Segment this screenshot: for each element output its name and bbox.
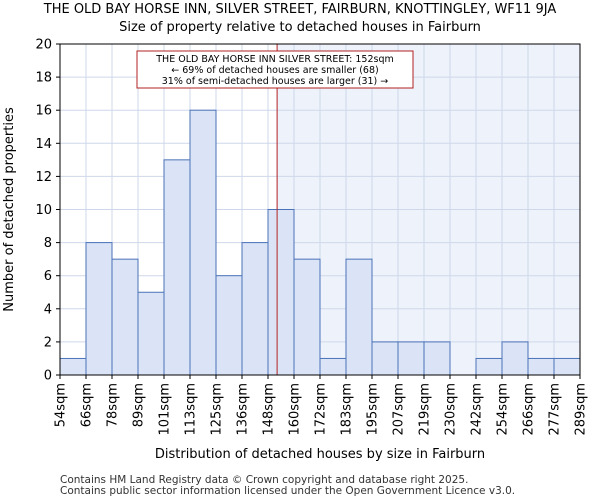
x-tick-label: 195sqm bbox=[366, 383, 381, 436]
x-tick-label: 89sqm bbox=[132, 383, 147, 427]
footer-line-2: Contains public sector information licen… bbox=[60, 485, 516, 497]
x-tick-label: 219sqm bbox=[418, 383, 433, 436]
chart-subtitle: Size of property relative to detached ho… bbox=[119, 20, 481, 35]
x-tick-label: 54sqm bbox=[54, 383, 69, 427]
x-tick-label: 254sqm bbox=[496, 383, 511, 436]
bar bbox=[137, 291, 165, 376]
y-tick-label: 14 bbox=[35, 137, 52, 152]
bar bbox=[293, 258, 321, 376]
x-tick-label: 172sqm bbox=[314, 383, 329, 436]
bar bbox=[85, 242, 113, 376]
bar bbox=[59, 357, 87, 376]
bar bbox=[111, 258, 139, 376]
y-tick-label: 4 bbox=[44, 302, 52, 317]
x-tick-label: 289sqm bbox=[574, 383, 589, 436]
x-tick-label: 101sqm bbox=[158, 383, 173, 436]
x-tick-label: 160sqm bbox=[288, 383, 303, 436]
x-tick-label: 242sqm bbox=[470, 383, 485, 436]
x-tick-label: 148sqm bbox=[262, 383, 277, 436]
annotation-line: 31% of semi-detached houses are larger (… bbox=[162, 76, 389, 87]
y-tick-label: 2 bbox=[44, 335, 52, 350]
bar bbox=[475, 357, 503, 376]
y-tick-label: 8 bbox=[44, 236, 52, 251]
bar bbox=[241, 242, 269, 376]
bar bbox=[553, 357, 581, 376]
x-axis-label: Distribution of detached houses by size … bbox=[155, 447, 485, 462]
x-tick-label: 136sqm bbox=[236, 383, 251, 436]
bar bbox=[267, 209, 295, 376]
x-tick-label: 183sqm bbox=[340, 383, 355, 436]
bar bbox=[319, 357, 347, 376]
bar bbox=[163, 159, 191, 376]
x-tick-label: 78sqm bbox=[106, 383, 121, 427]
y-tick-label: 18 bbox=[35, 71, 52, 86]
y-tick-label: 0 bbox=[44, 369, 52, 384]
annotation-line: ← 69% of detached houses are smaller (68… bbox=[171, 65, 378, 76]
bar bbox=[371, 341, 399, 376]
chart-title: THE OLD BAY HORSE INN, SILVER STREET, FA… bbox=[43, 2, 557, 17]
bar bbox=[189, 109, 217, 376]
bar bbox=[423, 341, 451, 376]
bar bbox=[397, 341, 425, 376]
x-tick-label: 266sqm bbox=[522, 383, 537, 436]
bar bbox=[501, 341, 529, 376]
x-tick-label: 230sqm bbox=[444, 383, 459, 436]
x-tick-label: 277sqm bbox=[548, 383, 563, 436]
y-tick-label: 6 bbox=[44, 269, 52, 284]
y-tick-label: 12 bbox=[35, 170, 52, 185]
bar bbox=[215, 275, 243, 376]
x-tick-label: 66sqm bbox=[80, 383, 95, 427]
y-tick-label: 20 bbox=[35, 38, 52, 53]
y-tick-label: 16 bbox=[35, 104, 52, 119]
x-tick-label: 113sqm bbox=[184, 383, 199, 436]
y-axis-label: Number of detached properties bbox=[2, 107, 17, 312]
y-tick-label: 10 bbox=[35, 203, 52, 218]
annotation-box bbox=[136, 50, 414, 89]
annotation-line: THE OLD BAY HORSE INN SILVER STREET: 152… bbox=[155, 54, 393, 65]
x-tick-label: 207sqm bbox=[392, 383, 407, 436]
bar bbox=[527, 357, 555, 376]
bar bbox=[345, 258, 373, 376]
footer-line-1: Contains HM Land Registry data © Crown c… bbox=[60, 474, 469, 486]
x-tick-label: 125sqm bbox=[210, 383, 225, 436]
